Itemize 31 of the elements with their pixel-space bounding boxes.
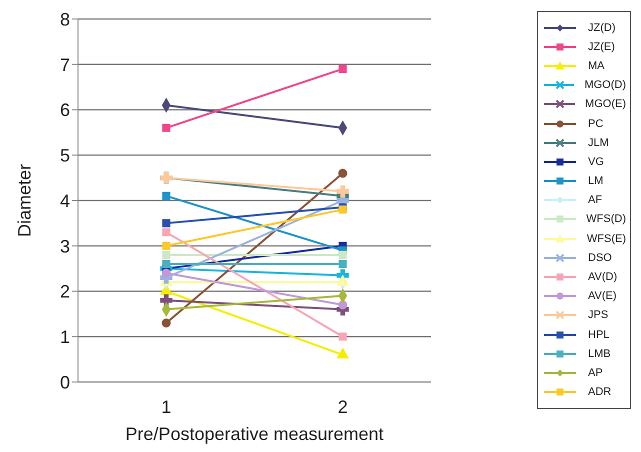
legend-label: AP (588, 366, 603, 379)
y-tick-label: 2 (60, 282, 70, 302)
legend-label: MA (588, 60, 604, 72)
legend-label: JZ(D) (588, 22, 616, 34)
legend-label: JPS (588, 309, 608, 322)
y-tick-label: 4 (60, 190, 70, 211)
legend-label: MGO(E) (585, 98, 626, 110)
legend-label: VG (588, 156, 604, 168)
legend-label: WFS(E) (586, 232, 626, 245)
y-tick-label: 3 (60, 236, 70, 256)
y-axis-title: Diameter (14, 164, 34, 238)
legend-label: MGO(D) (584, 79, 626, 92)
legend-label: JLM (588, 136, 609, 149)
legend-label: AV(E) (588, 290, 617, 302)
legend-label: AF (588, 194, 602, 206)
legend-label: WFS(D) (586, 213, 626, 226)
y-tick-label: 7 (60, 54, 70, 75)
legend-label: HPL (588, 328, 610, 341)
y-tick-label: 1 (60, 327, 70, 348)
y-tick-label: 5 (60, 146, 70, 166)
y-tick-label: 0 (60, 372, 70, 392)
legend-label: LMB (588, 348, 611, 360)
legend-label: DSO (588, 252, 612, 264)
legend-label: ADR (588, 386, 612, 398)
legend-label: PC (588, 118, 604, 130)
legend-label: LM (588, 175, 604, 188)
legend-label: AV(D) (588, 271, 618, 284)
x-axis-title: Pre/Postoperative measurement (125, 424, 384, 444)
y-tick-label: 6 (60, 100, 70, 120)
y-tick-label: 8 (60, 9, 70, 30)
legend-label: JZ(E) (588, 40, 615, 53)
